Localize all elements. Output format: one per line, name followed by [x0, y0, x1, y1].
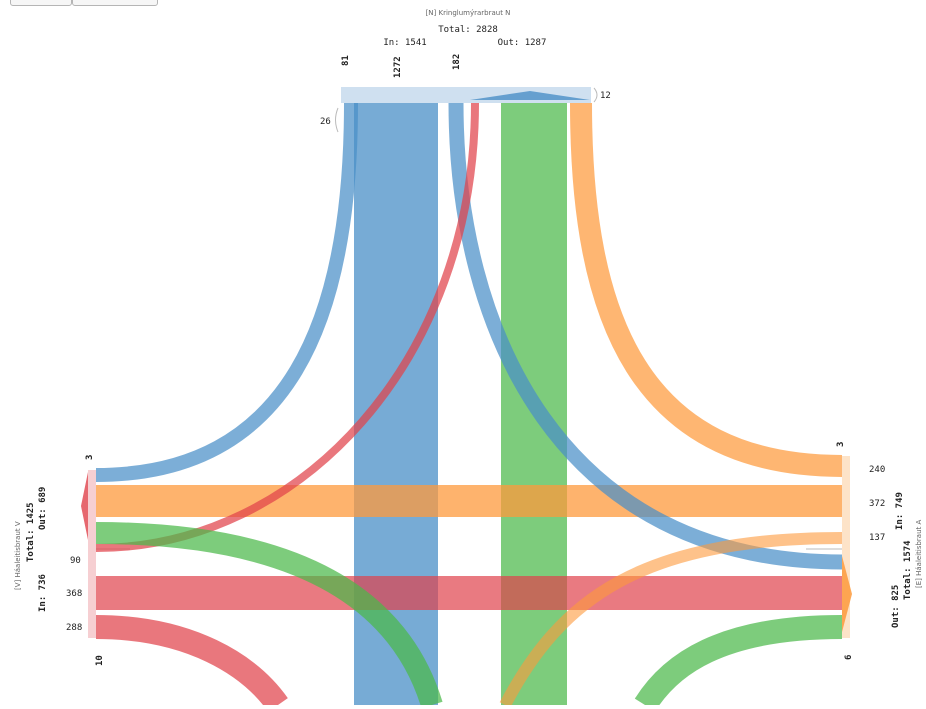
east-in: In: 749 [895, 492, 905, 530]
east-v372: 372 [869, 499, 885, 509]
north-out: Out: 1287 [498, 38, 547, 48]
north-out-arrow [470, 91, 590, 100]
east-top: 3 [836, 442, 846, 447]
north-name: [N] Kringlumýrarbraut N [426, 9, 511, 17]
west-name: [V] Háaleitisbraut V [14, 521, 22, 590]
west-out: Out: 689 [38, 487, 48, 530]
east-v137: 137 [869, 533, 885, 543]
ribbon-east-south-orange[interactable] [499, 532, 843, 708]
ribbon-west-south-red[interactable] [95, 615, 288, 709]
west-total: Total: 1425 [26, 502, 36, 562]
east-total: Total: 1574 [903, 540, 913, 600]
flow-ribbons [95, 102, 843, 709]
north-total: Total: 2828 [438, 25, 498, 35]
north-flow-c: 182 [452, 54, 462, 70]
north-flow-a: 81 [341, 55, 351, 66]
north-left-bracket [335, 107, 339, 133]
west-v90: 90 [70, 556, 81, 566]
east-out: Out: 825 [891, 585, 901, 628]
east-name: [E] Háaleitisbraut A [915, 519, 923, 588]
north-right-bracket [593, 87, 598, 103]
north-side-right: 12 [600, 91, 611, 101]
east-node-bar[interactable] [842, 456, 850, 638]
west-v288: 288 [66, 623, 82, 633]
west-bottom: 10 [95, 655, 105, 666]
ribbon-north-west-blue[interactable] [95, 102, 358, 482]
north-flow-b: 1272 [393, 56, 403, 78]
north-in: In: 1541 [383, 38, 426, 48]
east-v240: 240 [869, 465, 885, 475]
ribbon-east-north-orange[interactable] [570, 102, 843, 477]
east-bottom: 6 [844, 655, 854, 660]
ribbon-east-south-green[interactable] [634, 615, 843, 709]
west-in: In: 736 [38, 574, 48, 612]
east-out-arrow [842, 556, 852, 632]
toggle-button-right[interactable] [72, 0, 158, 6]
toggle-button-left[interactable] [10, 0, 72, 6]
west-in-arrow [81, 472, 88, 540]
ribbon-east-west-red[interactable] [96, 576, 842, 610]
ribbon-west-south-green[interactable] [95, 522, 443, 709]
north-side-left: 26 [320, 117, 331, 127]
west-node-bar[interactable] [88, 470, 96, 638]
west-v368: 368 [66, 589, 82, 599]
west-top: 3 [85, 455, 95, 460]
ribbon-west-east-orange[interactable] [96, 485, 842, 517]
